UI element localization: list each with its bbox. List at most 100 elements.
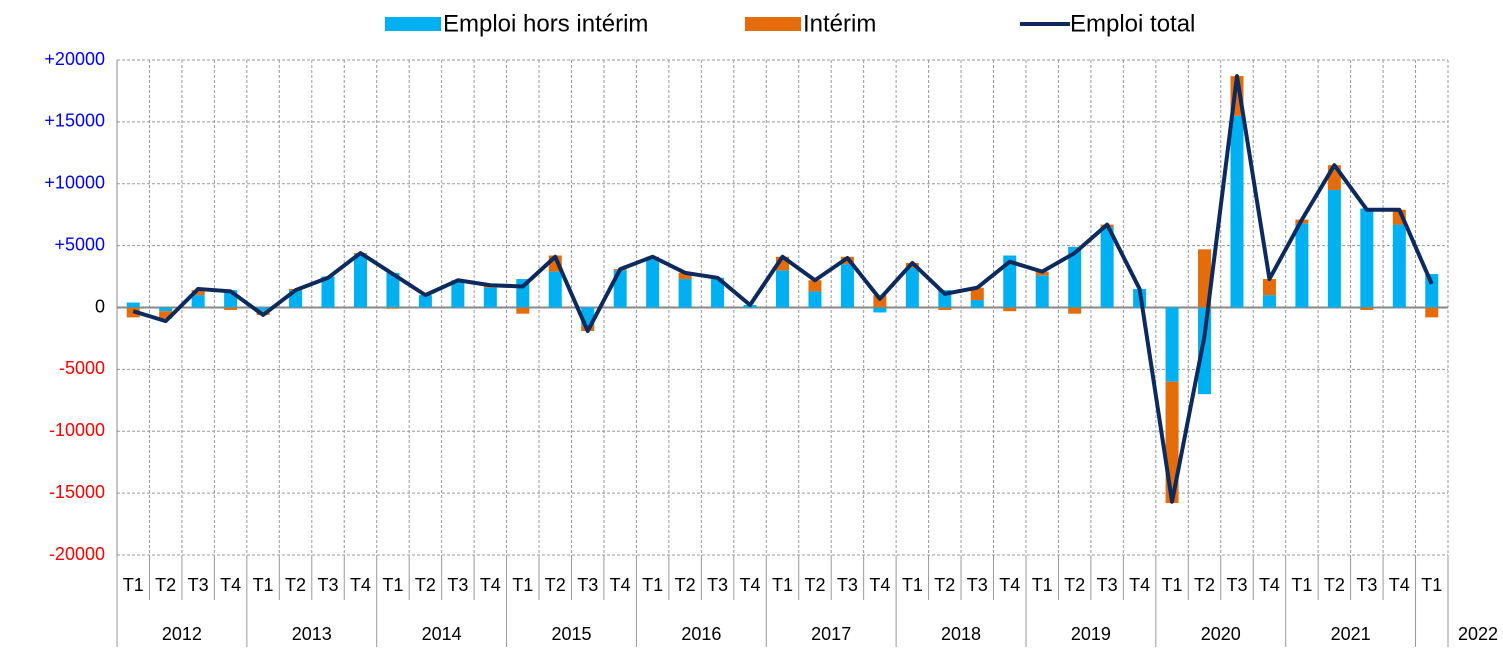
bar	[808, 280, 822, 292]
legend-swatch	[745, 17, 801, 31]
x-tick-label: T4	[1389, 575, 1410, 595]
line	[132, 74, 1434, 504]
bar	[386, 272, 400, 308]
legend-label: Intérim	[803, 10, 876, 37]
year-label: 2017	[811, 624, 851, 644]
year-label: 2014	[422, 624, 462, 644]
x-tick-label: T3	[188, 575, 209, 595]
x-tick-label: T1	[1421, 575, 1442, 595]
year-label: 2013	[292, 624, 332, 644]
x-tick-label: T1	[1162, 575, 1183, 595]
bar	[1068, 307, 1082, 314]
bar	[353, 254, 367, 308]
bar	[905, 267, 919, 308]
bar	[191, 290, 205, 296]
y-tick-label: +20000	[44, 49, 105, 69]
y-tick-label: -15000	[49, 482, 105, 502]
bar	[548, 271, 562, 308]
bar	[1295, 223, 1309, 308]
x-tick-label: T4	[1129, 575, 1150, 595]
x-tick-label: T4	[1259, 575, 1280, 595]
bar	[873, 307, 887, 313]
x-tick-label: T1	[1291, 575, 1312, 595]
x-tick-label: T2	[285, 575, 306, 595]
year-label: 2021	[1331, 624, 1371, 644]
y-tick-label: 0	[95, 296, 105, 316]
bar	[483, 287, 497, 308]
x-tick-label: T3	[1097, 575, 1118, 595]
bar	[1068, 246, 1082, 308]
bar	[1035, 275, 1049, 308]
x-tick-label: T1	[772, 575, 793, 595]
x-tick-label: T4	[220, 575, 241, 595]
x-tick-label: T3	[577, 575, 598, 595]
bar	[1425, 307, 1439, 318]
year-label: 2016	[681, 624, 721, 644]
bar	[938, 307, 952, 310]
bar	[808, 291, 822, 308]
x-tick-label: T2	[545, 575, 566, 595]
x-tick-label: T4	[869, 575, 890, 595]
bar	[1262, 295, 1276, 308]
bar	[256, 307, 270, 312]
bar	[386, 307, 400, 309]
year-label: 2022	[1458, 624, 1498, 644]
bar	[418, 295, 432, 308]
bar	[1262, 279, 1276, 296]
bar	[1392, 224, 1406, 308]
bar	[678, 279, 692, 308]
bar	[1003, 307, 1017, 312]
x-tick-label: T2	[1064, 575, 1085, 595]
bar	[1327, 189, 1341, 308]
bar	[321, 276, 335, 308]
x-tick-label: T1	[382, 575, 403, 595]
y-tick-label: -20000	[49, 544, 105, 564]
x-tick-label: T4	[350, 575, 371, 595]
bar	[1230, 115, 1244, 308]
bar	[711, 277, 725, 308]
bar	[970, 300, 984, 308]
x-tick-label: T4	[610, 575, 631, 595]
y-tick-label: +10000	[44, 173, 105, 193]
bar	[776, 270, 789, 308]
x-tick-label: T3	[707, 575, 728, 595]
x-tick-label: T2	[155, 575, 176, 595]
bar	[159, 311, 173, 319]
y-tick-label: +5000	[54, 234, 105, 254]
x-tick-label: T2	[1324, 575, 1345, 595]
bar	[1360, 307, 1374, 310]
bar	[159, 307, 173, 312]
y-tick-label: -10000	[49, 420, 105, 440]
bar	[1198, 249, 1212, 308]
year-label: 2015	[551, 624, 591, 644]
legend-label: Emploi total	[1070, 10, 1195, 37]
x-tick-label: T3	[447, 575, 468, 595]
x-tick-label: T1	[1032, 575, 1053, 595]
x-tick-label: T4	[480, 575, 501, 595]
y-tick-label: +15000	[44, 111, 105, 131]
bar	[1100, 227, 1114, 308]
legend-label: Emploi hors intérim	[443, 10, 648, 37]
year-label: 2020	[1201, 624, 1241, 644]
bar	[970, 287, 984, 301]
bar	[191, 295, 205, 308]
bar	[1425, 274, 1439, 308]
bar	[1003, 255, 1017, 308]
x-tick-label: T4	[740, 575, 761, 595]
bar	[224, 307, 238, 310]
x-tick-label: T2	[415, 575, 436, 595]
x-tick-label: T3	[967, 575, 988, 595]
bar	[451, 280, 465, 308]
x-tick-label: T2	[804, 575, 825, 595]
x-tick-label: T3	[1356, 575, 1377, 595]
legend-swatch	[385, 17, 441, 31]
bar	[678, 272, 692, 280]
x-tick-label: T3	[1226, 575, 1247, 595]
x-tick-label: T1	[512, 575, 533, 595]
x-tick-label: T2	[675, 575, 696, 595]
y-tick-label: -5000	[59, 358, 105, 378]
bar	[1165, 307, 1179, 382]
x-tick-label: T4	[999, 575, 1020, 595]
bar	[840, 264, 854, 308]
